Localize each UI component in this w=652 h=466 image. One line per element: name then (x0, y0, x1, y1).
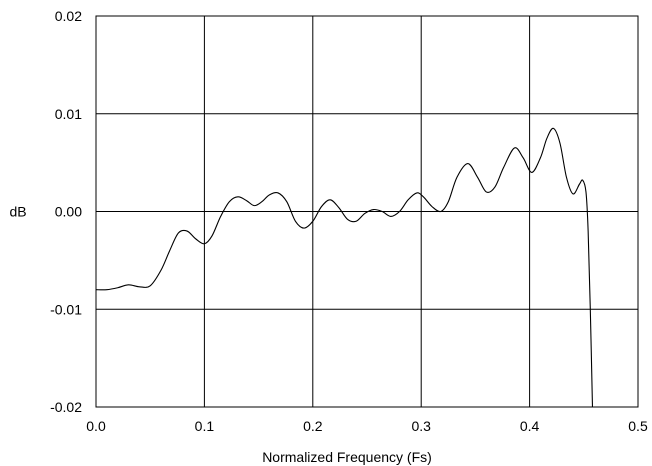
plot-frame (95, 15, 639, 408)
y-tick-label: 0.01 (55, 106, 82, 122)
x-tick-label: 0.5 (628, 418, 648, 434)
x-tick-label: 0.4 (520, 418, 540, 434)
x-tick-label: 0.1 (195, 418, 215, 434)
axes-layer (95, 15, 639, 408)
x-tick-label: 0.0 (86, 418, 106, 434)
y-tick-label: -0.01 (50, 301, 82, 317)
series-line-0 (95, 127, 594, 408)
x-tick-label: 0.2 (303, 418, 323, 434)
y-tick-label: 0.02 (55, 8, 82, 24)
x-axis-label: Normalized Frequency (Fs) (262, 449, 432, 465)
series-layer (95, 127, 594, 408)
x-tick-label: 0.3 (411, 418, 431, 434)
labels-layer: 0.0 0.1 0.2 0.3 0.4 0.5 -0.02 -0.01 0.00 0.01 0.02… (9, 8, 648, 465)
y-tick-label: -0.02 (50, 399, 82, 415)
y-tick-label: 0.00 (55, 204, 82, 220)
y-axis-label: dB (9, 204, 26, 220)
